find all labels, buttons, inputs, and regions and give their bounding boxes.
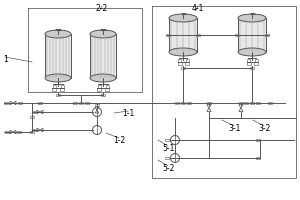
Text: 1: 1	[3, 55, 8, 64]
Bar	[254, 59, 257, 62]
Bar	[247, 62, 250, 65]
Bar	[256, 139, 260, 141]
Polygon shape	[13, 130, 16, 134]
Ellipse shape	[90, 30, 116, 38]
Polygon shape	[207, 104, 211, 108]
Bar	[106, 85, 109, 88]
Bar	[235, 34, 239, 36]
Bar	[265, 34, 269, 36]
Bar	[18, 102, 22, 104]
Bar	[32, 129, 36, 131]
Ellipse shape	[169, 48, 197, 56]
Bar	[4, 102, 8, 104]
Polygon shape	[10, 130, 13, 134]
Bar	[185, 59, 188, 62]
Polygon shape	[95, 107, 99, 110]
Polygon shape	[207, 108, 211, 112]
Bar	[52, 88, 56, 91]
Bar	[187, 102, 191, 104]
Bar	[244, 102, 248, 104]
Bar	[247, 59, 250, 62]
Bar	[239, 102, 243, 104]
Text: 1-2: 1-2	[113, 136, 125, 145]
Ellipse shape	[45, 74, 71, 82]
Text: 3-1: 3-1	[228, 124, 240, 133]
Bar	[254, 62, 257, 65]
Bar	[45, 34, 71, 78]
Bar	[166, 34, 170, 36]
Polygon shape	[40, 128, 43, 132]
Bar	[184, 62, 188, 65]
Bar	[178, 62, 182, 65]
Ellipse shape	[238, 48, 266, 56]
Bar	[98, 85, 100, 88]
Bar	[30, 116, 34, 118]
Bar	[256, 102, 260, 104]
Polygon shape	[37, 110, 40, 114]
Bar	[181, 67, 185, 69]
Polygon shape	[40, 110, 43, 114]
Polygon shape	[13, 101, 16, 105]
Bar	[97, 88, 101, 91]
Ellipse shape	[169, 14, 197, 22]
Bar	[250, 102, 254, 104]
Text: 5-2: 5-2	[162, 164, 174, 173]
Bar	[73, 102, 76, 104]
Polygon shape	[239, 104, 243, 108]
Ellipse shape	[238, 14, 266, 22]
Bar	[178, 59, 181, 62]
Bar	[165, 139, 169, 141]
Bar	[32, 111, 36, 113]
Bar	[238, 18, 266, 52]
Bar	[101, 94, 105, 96]
Bar	[181, 102, 185, 104]
Text: 4-1: 4-1	[192, 4, 204, 13]
Bar	[30, 131, 34, 133]
Bar	[207, 102, 211, 104]
Polygon shape	[37, 128, 40, 132]
Text: 5-1: 5-1	[162, 144, 174, 153]
Bar	[38, 102, 42, 104]
Text: 3-2: 3-2	[258, 124, 270, 133]
Bar	[60, 88, 64, 91]
Bar	[52, 85, 56, 88]
Bar	[169, 18, 197, 52]
Bar	[79, 102, 83, 104]
Bar	[17, 131, 21, 133]
Bar	[5, 131, 9, 133]
Ellipse shape	[90, 74, 116, 82]
Bar	[85, 102, 88, 104]
Polygon shape	[239, 108, 243, 112]
Ellipse shape	[45, 30, 71, 38]
Polygon shape	[95, 110, 99, 113]
Text: 1-1: 1-1	[122, 109, 134, 118]
Bar	[95, 104, 99, 106]
Bar	[61, 85, 64, 88]
Bar	[250, 67, 254, 69]
Bar	[105, 88, 109, 91]
Bar	[196, 34, 200, 36]
Bar	[175, 102, 179, 104]
Bar	[256, 157, 260, 159]
Bar	[90, 34, 116, 78]
Bar	[56, 94, 60, 96]
Bar	[165, 157, 169, 159]
Polygon shape	[10, 101, 13, 105]
Bar	[268, 102, 272, 104]
Text: 2-2: 2-2	[96, 4, 108, 13]
